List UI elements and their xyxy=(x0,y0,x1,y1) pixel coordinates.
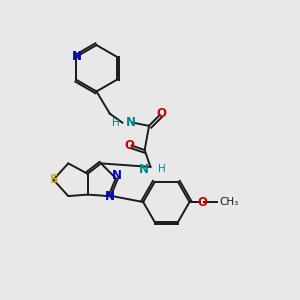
Text: S: S xyxy=(49,173,58,186)
Text: N: N xyxy=(105,190,115,203)
Text: CH₃: CH₃ xyxy=(219,197,238,207)
Text: H: H xyxy=(158,164,166,174)
Text: O: O xyxy=(197,196,207,208)
Text: O: O xyxy=(157,106,166,120)
Text: N: N xyxy=(126,116,136,129)
Text: H: H xyxy=(112,118,119,128)
Text: N: N xyxy=(139,163,148,176)
Text: O: O xyxy=(124,139,134,152)
Text: N: N xyxy=(112,169,122,182)
Text: N: N xyxy=(72,50,82,63)
